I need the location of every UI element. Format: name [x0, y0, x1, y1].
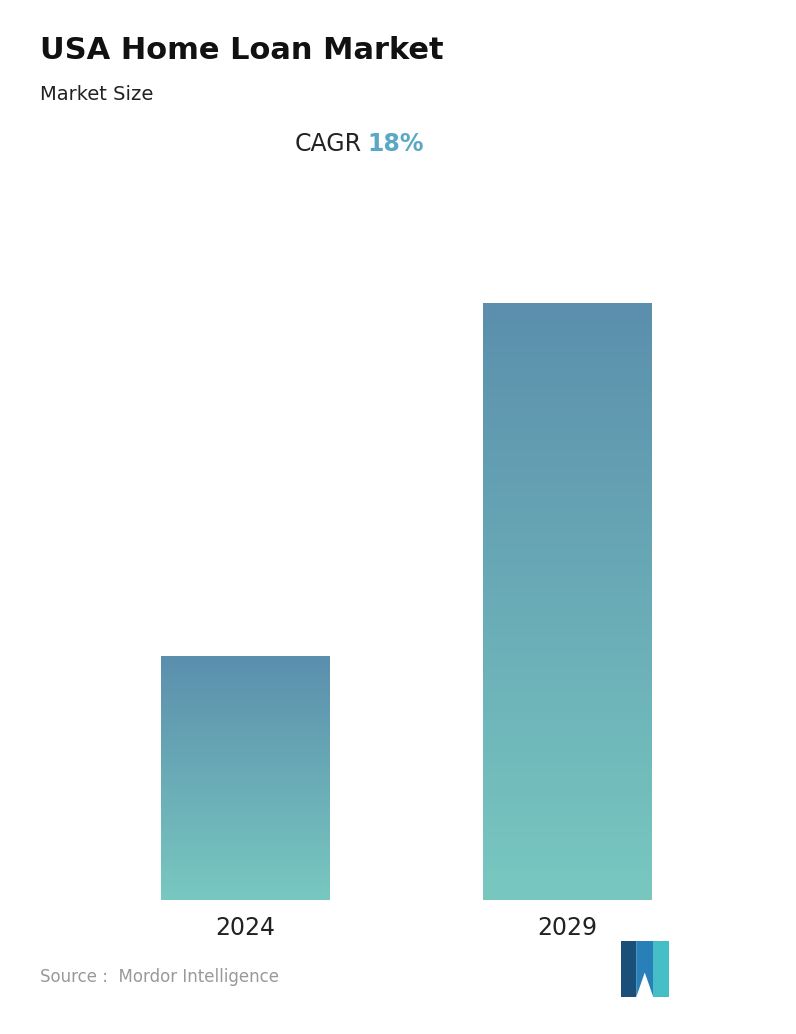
Text: USA Home Loan Market: USA Home Loan Market	[40, 36, 443, 65]
Text: 18%: 18%	[368, 132, 424, 156]
Text: CAGR: CAGR	[295, 132, 362, 156]
Polygon shape	[621, 941, 636, 997]
Polygon shape	[636, 941, 654, 997]
Polygon shape	[654, 941, 669, 997]
Text: Source :  Mordor Intelligence: Source : Mordor Intelligence	[40, 968, 279, 986]
Text: Market Size: Market Size	[40, 85, 153, 103]
